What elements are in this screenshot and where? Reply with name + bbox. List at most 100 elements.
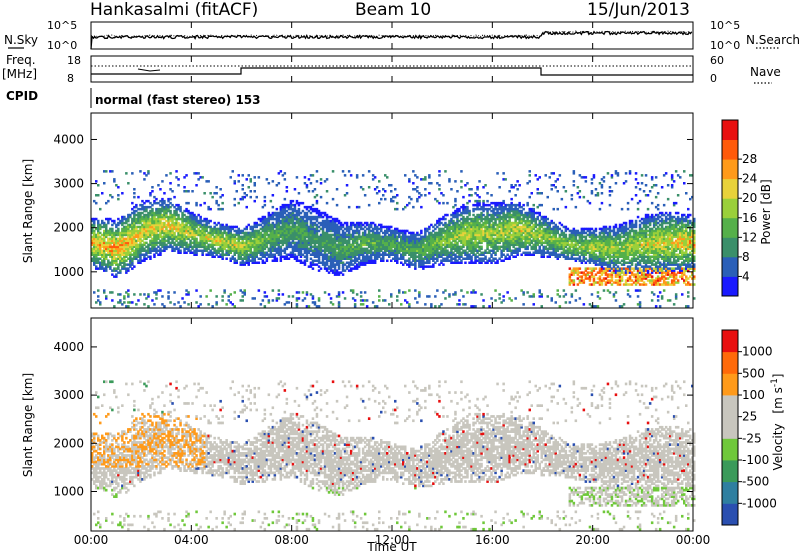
power-cell	[173, 209, 176, 213]
power-cell	[454, 237, 457, 241]
power-cell	[277, 215, 281, 219]
power-cell	[239, 245, 242, 249]
power-cell	[147, 170, 150, 173]
power-cell	[357, 249, 361, 252]
power-cell	[209, 225, 212, 229]
power-cell	[343, 257, 347, 260]
power-cell	[257, 257, 261, 260]
power-cell	[273, 231, 277, 235]
power-cell	[512, 255, 515, 258]
power-cell	[147, 245, 150, 249]
power-cell	[195, 229, 198, 233]
power-cell	[396, 261, 399, 264]
power-cell	[444, 231, 447, 235]
power-cell	[434, 243, 437, 247]
power-cell	[159, 209, 162, 213]
power-cell	[181, 297, 184, 300]
power-cell	[97, 221, 100, 225]
power-cell	[127, 245, 130, 249]
power-cell	[311, 190, 315, 193]
power-cell	[299, 237, 303, 241]
power-cell	[119, 263, 122, 266]
power-cell	[480, 237, 483, 241]
power-cell	[343, 255, 347, 258]
power-cell	[301, 243, 305, 247]
power-cell	[375, 227, 379, 231]
power-cell	[349, 257, 353, 260]
power-cell	[420, 245, 423, 249]
power-cell	[311, 229, 315, 233]
power-cell	[319, 251, 323, 254]
power-cell	[404, 233, 407, 237]
power-cell	[394, 207, 397, 211]
power-cell	[414, 259, 417, 262]
power-cell	[331, 223, 335, 227]
power-cell	[101, 219, 104, 223]
power-cell	[295, 211, 299, 215]
power-cell	[456, 255, 459, 258]
power-cell	[460, 217, 463, 221]
power-cell	[125, 263, 128, 266]
power-cell	[486, 251, 489, 254]
power-cell	[375, 247, 379, 251]
power-cell	[516, 247, 519, 251]
power-cell	[283, 211, 287, 215]
power-cell	[189, 231, 192, 235]
power-cell	[149, 247, 152, 251]
power-cell	[416, 251, 419, 254]
power-cell	[115, 259, 118, 262]
power-cell	[329, 219, 333, 223]
power-cell	[285, 247, 289, 251]
power-cell	[392, 243, 395, 247]
power-cell	[313, 241, 317, 245]
power-cell	[243, 257, 246, 260]
power-cell	[442, 223, 445, 227]
power-cell	[482, 305, 485, 308]
power-cell	[454, 261, 457, 264]
power-cell	[151, 215, 154, 219]
power-cell	[398, 243, 401, 247]
power-cell	[297, 251, 301, 254]
power-cell	[137, 195, 140, 199]
power-cell	[335, 217, 339, 221]
power-cell	[460, 186, 463, 189]
power-cell	[311, 237, 315, 241]
power-cell	[478, 213, 481, 217]
power-cell	[464, 237, 467, 241]
power-cell	[504, 217, 507, 221]
power-cell	[335, 269, 339, 272]
power-cell	[181, 237, 184, 241]
power-cell	[211, 229, 214, 233]
power-cell	[291, 231, 295, 235]
power-cell	[97, 253, 100, 256]
power-cell	[524, 243, 527, 247]
power-cell	[149, 213, 152, 217]
power-cell	[315, 207, 319, 211]
power-cell	[221, 235, 224, 239]
power-cell	[169, 211, 172, 215]
power-cell	[319, 223, 323, 227]
power-cell	[456, 241, 459, 245]
power-cell	[464, 239, 467, 243]
power-cell	[131, 223, 134, 227]
power-cell	[508, 205, 511, 209]
power-cell	[255, 251, 258, 254]
power-cell	[289, 243, 293, 247]
power-cell	[169, 215, 172, 219]
power-cell	[428, 257, 431, 260]
power-cell	[157, 215, 160, 219]
power-cell	[412, 247, 415, 251]
power-cell	[516, 237, 519, 241]
power-cell	[191, 223, 194, 227]
power-cell	[95, 227, 98, 231]
power-cell	[478, 221, 481, 225]
power-cell	[303, 221, 307, 225]
power-cell	[291, 219, 295, 223]
power-cell	[149, 219, 152, 223]
power-cell	[470, 243, 473, 247]
power-cell	[221, 239, 224, 243]
power-cell	[424, 229, 427, 233]
power-cell	[416, 186, 419, 189]
power-cell	[245, 239, 248, 243]
power-cell	[259, 235, 263, 239]
